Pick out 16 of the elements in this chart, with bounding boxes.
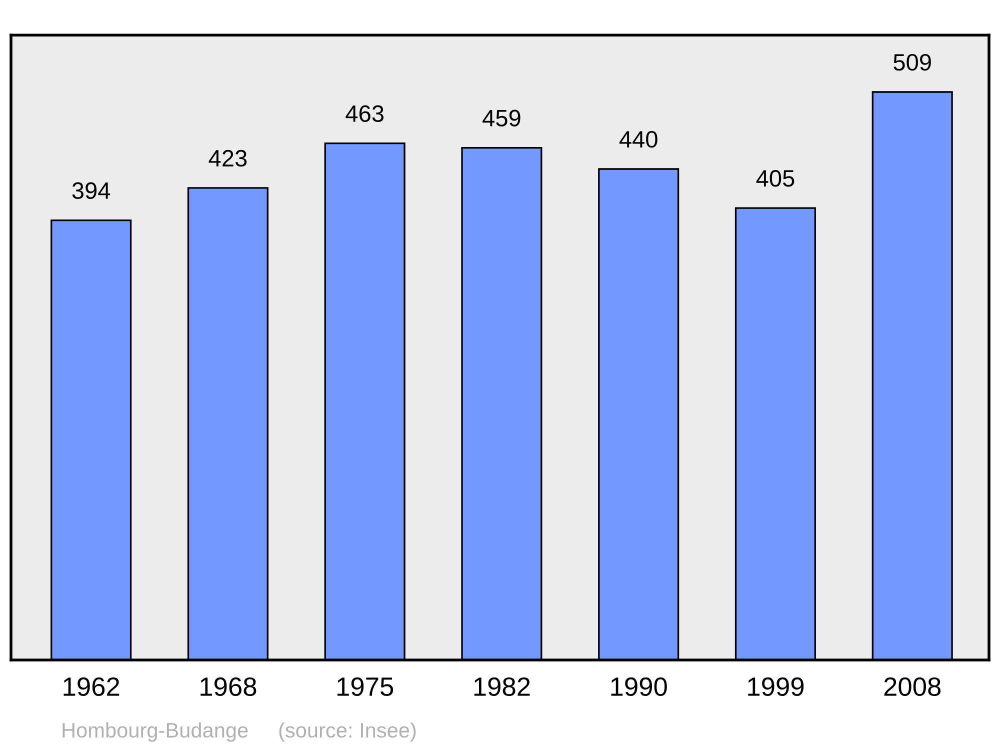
data-label: 423: [208, 150, 247, 167]
data-label: 440: [619, 130, 658, 148]
text: Hombourg-Budange: [62, 722, 248, 742]
x-tick-label: 1975: [337, 677, 394, 696]
x-tick-label: 1962: [64, 677, 120, 696]
x-tick-label: 2008: [884, 677, 941, 696]
x-tick-label: 1990: [611, 677, 667, 696]
data-label: 459: [482, 110, 520, 126]
data-label: 394: [72, 182, 110, 200]
x-tick-label: 1982: [474, 677, 530, 696]
data-label: 463: [346, 105, 384, 122]
data-label: 509: [894, 54, 931, 71]
x-tick-label: 1968: [200, 677, 256, 696]
data-label: 405: [756, 170, 794, 187]
text: (source: Insee): [279, 722, 416, 742]
x-tick-label: 1999: [748, 677, 804, 696]
